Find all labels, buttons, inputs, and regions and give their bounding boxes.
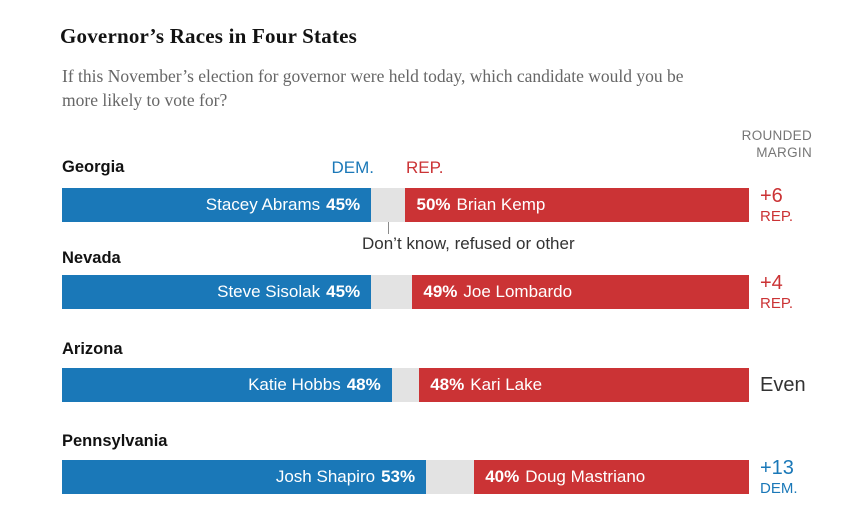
poll-bar-nevada: Steve Sisolak 45% 49% Joe Lombardo <box>62 275 749 309</box>
rep-candidate-pct: 40% <box>485 467 520 486</box>
dem-candidate-name: Katie Hobbs <box>248 375 341 394</box>
rep-candidate-pct: 49% <box>423 282 458 301</box>
margin-label-arizona: Even <box>760 368 806 402</box>
dem-candidate-pct: 48% <box>346 375 381 394</box>
other-bar-segment <box>371 275 413 309</box>
dem-candidate-pct: 53% <box>381 467 416 486</box>
other-bar-segment <box>391 368 420 402</box>
margin-value: Even <box>760 373 806 396</box>
margin-label-pennsylvania: +13 DEM. <box>760 456 798 497</box>
margin-value: +6 <box>760 184 783 207</box>
chart-subtitle-line2: more likely to vote for? <box>62 90 228 110</box>
rep-bar-segment: 49% Joe Lombardo <box>412 275 749 309</box>
rep-candidate-pct: 48% <box>430 375 465 394</box>
other-annotation: Don’t know, refused or other <box>362 234 575 253</box>
state-label-arizona: Arizona <box>62 340 123 358</box>
state-label-georgia: Georgia <box>62 158 125 176</box>
poll-bar-georgia: Stacey Abrams 45% 50% Brian Kemp <box>62 188 749 222</box>
dem-candidate-pct: 45% <box>326 195 361 214</box>
rep-candidate-pct: 50% <box>416 195 451 214</box>
dem-bar-segment: Stacey Abrams 45% <box>62 188 372 222</box>
chart-subtitle: If this November’s election for governor… <box>62 64 684 112</box>
dem-bar-segment: Katie Hobbs 48% <box>62 368 392 402</box>
rounded-margin-header-line2: MARGIN <box>756 145 812 160</box>
rep-candidate-name: Kari Lake <box>470 375 543 394</box>
legend-dem-label: DEM. <box>331 158 375 177</box>
state-label-pennsylvania: Pennsylvania <box>62 432 168 450</box>
margin-party: DEM. <box>760 479 798 497</box>
chart-subtitle-line1: If this November’s election for governor… <box>62 66 684 86</box>
margin-value: +4 <box>760 271 783 294</box>
dem-candidate-name: Stacey Abrams <box>205 195 321 214</box>
dem-bar-segment: Josh Shapiro 53% <box>62 460 427 494</box>
dem-candidate-pct: 45% <box>326 282 361 301</box>
rounded-margin-header-line1: ROUNDED <box>741 128 812 143</box>
margin-party: REP. <box>760 294 794 312</box>
rep-bar-segment: 48% Kari Lake <box>419 368 749 402</box>
rep-candidate-name: Doug Mastriano <box>525 467 646 486</box>
dem-bar-segment: Steve Sisolak 45% <box>62 275 372 309</box>
dem-candidate-name: Steve Sisolak <box>217 282 321 301</box>
other-bar-segment <box>371 188 406 222</box>
margin-label-georgia: +6 REP. <box>760 184 793 225</box>
chart-title: Governor’s Races in Four States <box>60 24 358 48</box>
rep-candidate-name: Brian Kemp <box>456 195 546 214</box>
poll-bar-pennsylvania: Josh Shapiro 53% 40% Doug Mastriano <box>62 460 749 494</box>
margin-label-nevada: +4 REP. <box>760 271 793 312</box>
legend-rep-label: REP. <box>406 158 444 177</box>
rep-bar-segment: 50% Brian Kemp <box>405 188 749 222</box>
margin-party: REP. <box>760 207 794 225</box>
poll-bar-arizona: Katie Hobbs 48% 48% Kari Lake <box>62 368 749 402</box>
dem-candidate-name: Josh Shapiro <box>275 467 376 486</box>
rounded-margin-header: ROUNDED MARGIN <box>742 127 812 161</box>
rep-bar-segment: 40% Doug Mastriano <box>474 460 749 494</box>
margin-value: +13 <box>760 456 794 479</box>
state-label-nevada: Nevada <box>62 249 121 267</box>
rep-candidate-name: Joe Lombardo <box>463 282 573 301</box>
annotation-tick <box>388 222 389 234</box>
other-bar-segment <box>426 460 475 494</box>
